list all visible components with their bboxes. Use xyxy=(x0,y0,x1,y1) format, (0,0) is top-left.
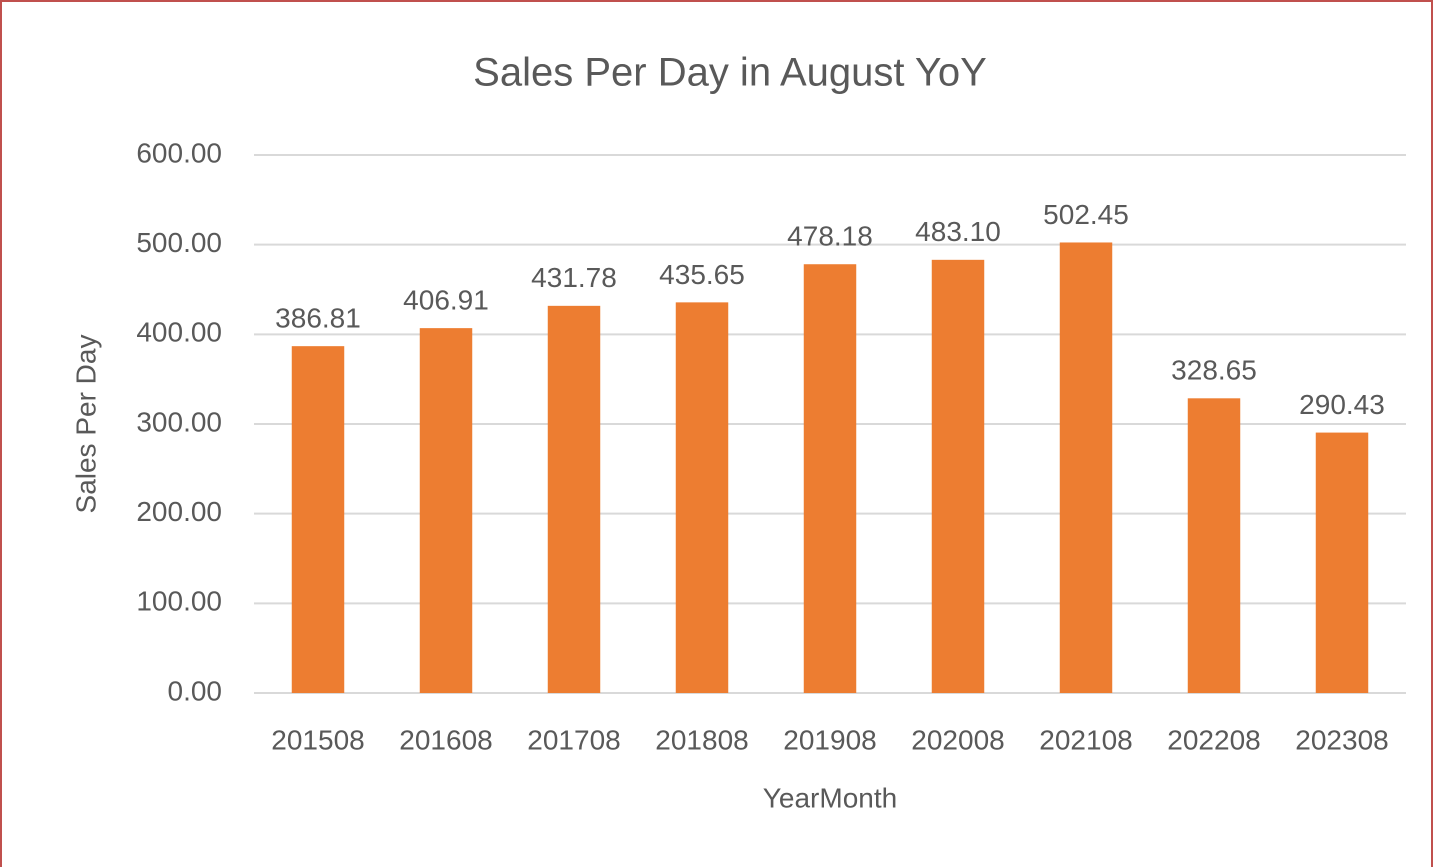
bar xyxy=(803,264,857,693)
bar xyxy=(675,302,729,693)
x-tick-label: 202108 xyxy=(1039,724,1132,755)
y-tick-label: 100.00 xyxy=(136,586,222,617)
bar xyxy=(1315,432,1369,693)
data-label: 290.43 xyxy=(1299,389,1385,420)
x-tick-label: 201808 xyxy=(655,724,748,755)
bar xyxy=(1059,242,1113,693)
chart-title: Sales Per Day in August YoY xyxy=(473,51,987,95)
data-label: 328.65 xyxy=(1171,355,1257,386)
data-label: 478.18 xyxy=(787,221,873,252)
bar xyxy=(547,305,601,693)
data-label: 431.78 xyxy=(531,262,617,293)
y-tick-label: 600.00 xyxy=(136,137,222,168)
y-tick-label: 300.00 xyxy=(136,406,222,437)
bar xyxy=(291,346,345,693)
x-tick-label: 201508 xyxy=(271,724,364,755)
y-tick-label: 0.00 xyxy=(168,675,223,706)
x-tick-label: 201908 xyxy=(783,724,876,755)
data-label: 502.45 xyxy=(1043,199,1129,230)
y-tick-label: 400.00 xyxy=(136,317,222,348)
data-label: 386.81 xyxy=(275,303,361,334)
x-axis-title: YearMonth xyxy=(763,782,897,813)
y-axis-title: Sales Per Day xyxy=(70,335,101,514)
x-tick-label: 202308 xyxy=(1295,724,1388,755)
data-label: 483.10 xyxy=(915,216,1001,247)
bar xyxy=(931,259,985,693)
bar xyxy=(1187,398,1241,693)
data-label: 435.65 xyxy=(659,259,745,290)
y-tick-label: 200.00 xyxy=(136,496,222,527)
x-tick-label: 201608 xyxy=(399,724,492,755)
y-tick-label: 500.00 xyxy=(136,227,222,258)
data-label: 406.91 xyxy=(403,285,489,316)
x-tick-label: 202208 xyxy=(1167,724,1260,755)
x-tick-label: 202008 xyxy=(911,724,1004,755)
x-tick-label: 201708 xyxy=(527,724,620,755)
bar xyxy=(419,328,473,693)
